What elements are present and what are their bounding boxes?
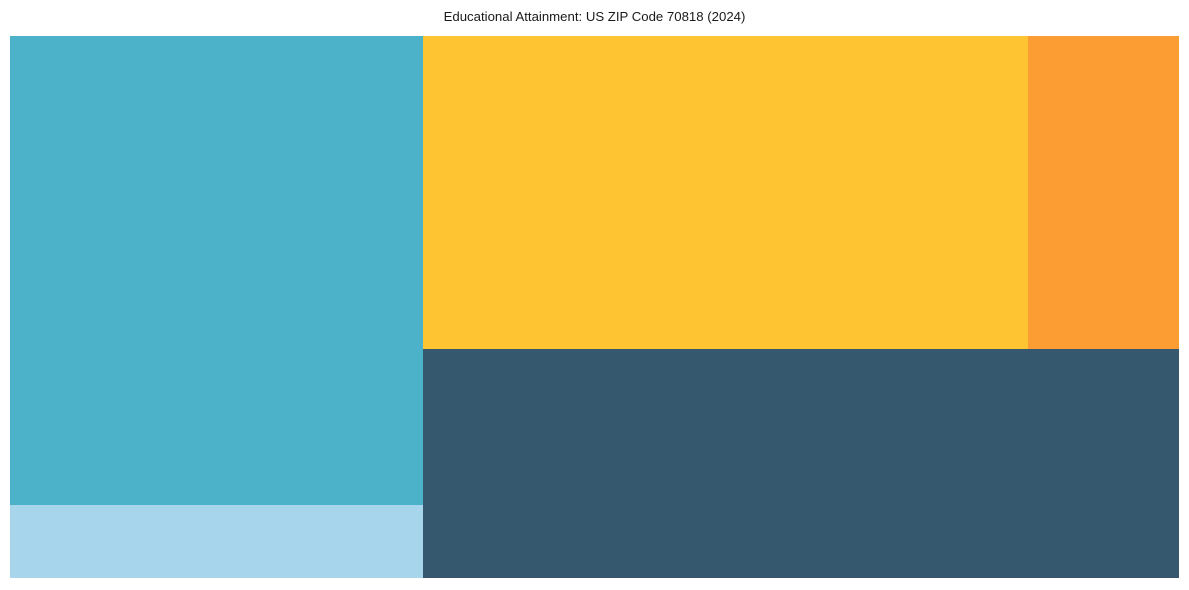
treemap-tile[interactable]: Bachelor's Degree29.9 xyxy=(423,36,1028,349)
treemap-tile[interactable]: Some College or Associate Degree30.6 xyxy=(10,36,423,505)
treemap-plot-area: Some College or Associate Degree30.6Bach… xyxy=(10,36,1179,578)
treemap-tile[interactable]: Less than High School4.8 xyxy=(10,505,423,578)
chart-title: Educational Attainment: US ZIP Code 7081… xyxy=(443,9,746,24)
treemap-tile[interactable]: High School Graduate27.3 xyxy=(423,349,1179,578)
treemap-tile[interactable]: Graduate or Professional Degree7.5 xyxy=(1028,36,1179,349)
